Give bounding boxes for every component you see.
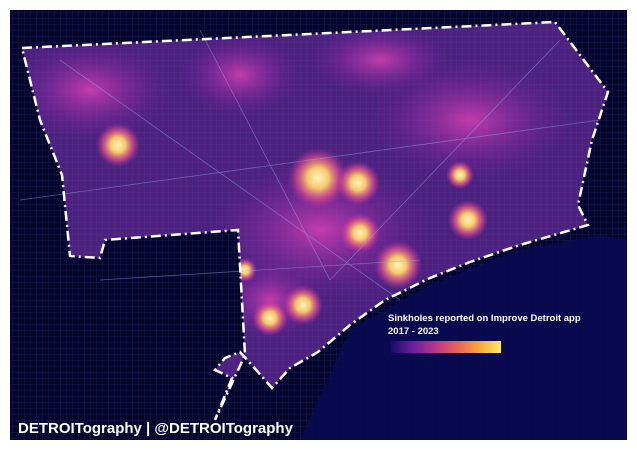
- detroit-river: [300, 235, 627, 440]
- major-roads: [19, 29, 601, 301]
- legend-colorbar: [391, 341, 501, 353]
- map-canvas: [10, 10, 627, 440]
- legend-years: 2017 - 2023: [388, 326, 439, 337]
- heatmap-layer: [10, 10, 627, 440]
- credit-text: DETROITography | @DETROITography: [18, 420, 293, 437]
- heat-density: [22, 22, 608, 420]
- city-boundary: [20, 20, 610, 421]
- legend: Sinkholes reported on Improve Detroit ap…: [388, 312, 581, 338]
- legend-title: Sinkholes reported on Improve Detroit ap…: [388, 313, 581, 324]
